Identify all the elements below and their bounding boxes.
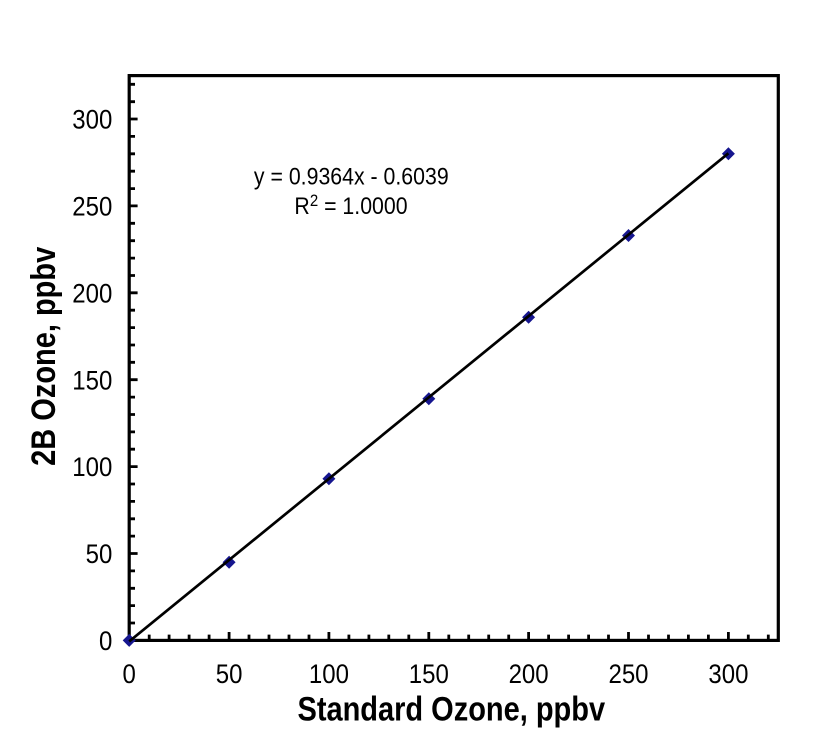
svg-text:250: 250 — [72, 192, 112, 222]
svg-text:50: 50 — [86, 540, 113, 570]
svg-text:2B Ozone, ppbv: 2B Ozone, ppbv — [24, 246, 63, 465]
svg-text:150: 150 — [409, 660, 449, 690]
svg-text:100: 100 — [309, 660, 349, 690]
svg-text:200: 200 — [72, 279, 112, 309]
svg-text:100: 100 — [72, 453, 112, 483]
svg-text:200: 200 — [509, 660, 549, 690]
svg-text:50: 50 — [216, 660, 243, 690]
svg-text:0: 0 — [99, 627, 112, 657]
svg-text:300: 300 — [708, 660, 748, 690]
svg-text:0: 0 — [123, 660, 136, 690]
svg-text:300: 300 — [72, 105, 112, 135]
svg-text:250: 250 — [608, 660, 648, 690]
svg-text:y = 0.9364x - 0.6039: y = 0.9364x - 0.6039 — [254, 162, 449, 190]
svg-text:R2 = 1.0000: R2 = 1.0000 — [294, 192, 407, 220]
svg-text:150: 150 — [72, 366, 112, 396]
svg-text:Standard Ozone, ppbv: Standard Ozone, ppbv — [297, 689, 605, 728]
